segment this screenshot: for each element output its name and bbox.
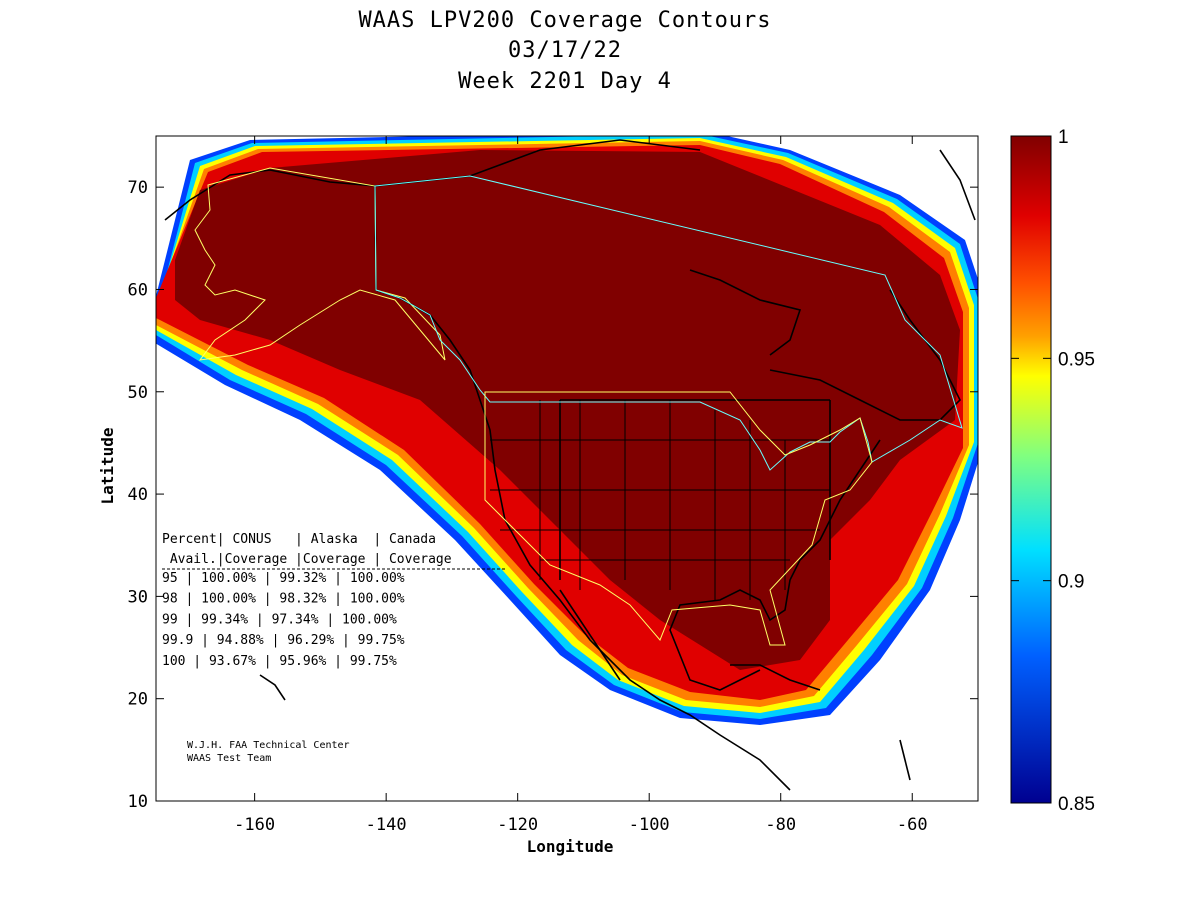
plot-frame <box>155 135 979 802</box>
table-row: 95 | 100.00% | 99.32% | 100.00% <box>162 571 405 586</box>
x-axis-label: Longitude <box>527 837 614 856</box>
y-tick-label: 70 <box>128 178 148 198</box>
x-tick-label: -140 <box>366 815 407 835</box>
table-row: 99.9 | 94.88% | 96.29% | 99.75% <box>162 633 405 648</box>
colorbar-tick-label: 0.85 <box>1058 794 1095 815</box>
x-tick-label: -120 <box>497 815 538 835</box>
colorbar-tick-label: 0.95 <box>1058 349 1095 370</box>
colorbar-tick-label: 1 <box>1058 127 1069 148</box>
x-axis-ticks: -160 -140 -120 -100 -80 -60 <box>234 136 928 835</box>
colorbar-ticks: 1 0.95 0.9 0.85 <box>1011 127 1095 815</box>
table-header-2: Avail.|Coverage |Coverage | Coverage <box>162 552 452 567</box>
colorbar <box>1010 135 1052 804</box>
conus-boundary <box>484 391 873 646</box>
coverage-table: Percent| CONUS | Alaska | Canada Avail.|… <box>162 532 505 669</box>
credit-line-2: WAAS Test Team <box>187 753 271 764</box>
contour-full-coverage <box>175 150 960 670</box>
table-rows: 95 | 100.00% | 99.32% | 100.00% 98 | 100… <box>162 571 405 669</box>
chart-title-line-3: Week 2201 Day 4 <box>458 69 672 94</box>
y-tick-label: 60 <box>128 280 148 300</box>
y-tick-label: 10 <box>128 792 148 812</box>
x-tick-label: -60 <box>897 815 928 835</box>
table-header-1: Percent| CONUS | Alaska | Canada <box>162 532 436 547</box>
credit-line-1: W.J.H. FAA Technical Center <box>187 740 350 751</box>
chart-title-line-1: WAAS LPV200 Coverage Contours <box>358 8 772 33</box>
state-borders <box>490 400 830 600</box>
table-row: 100 | 93.67% | 95.96% | 99.75% <box>162 654 397 669</box>
table-row: 98 | 100.00% | 98.32% | 100.00% <box>162 592 405 607</box>
y-tick-label: 30 <box>128 587 148 607</box>
coverage-contours <box>156 136 978 791</box>
y-tick-label: 50 <box>128 383 148 403</box>
x-tick-label: -160 <box>234 815 275 835</box>
x-tick-label: -80 <box>765 815 796 835</box>
x-tick-label: -100 <box>629 815 670 835</box>
table-row: 99 | 99.34% | 97.34% | 100.00% <box>162 612 397 627</box>
y-axis-label: Latitude <box>98 427 117 504</box>
colorbar-tick-label: 0.9 <box>1058 572 1084 593</box>
chart-title-line-2: 03/17/22 <box>508 38 622 63</box>
y-tick-label: 20 <box>128 690 148 710</box>
y-tick-label: 40 <box>128 485 148 505</box>
canada-boundary <box>374 175 963 471</box>
y-axis-ticks: 10 20 30 40 50 60 70 <box>128 178 978 812</box>
